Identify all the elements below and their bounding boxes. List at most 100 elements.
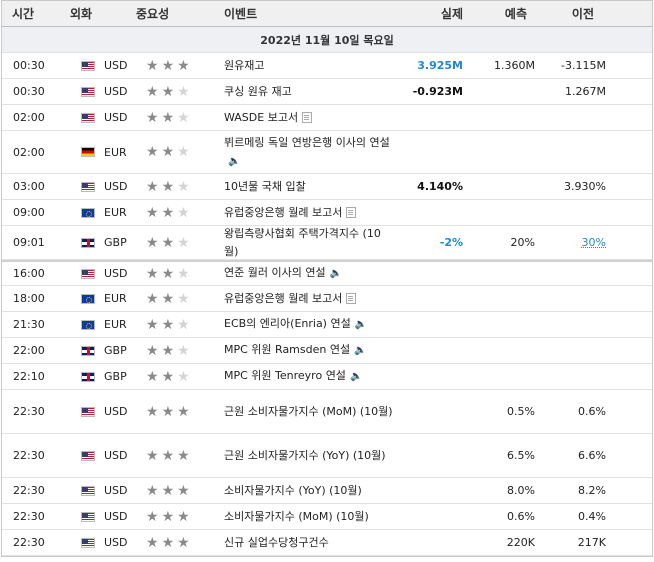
event-name[interactable]: 유럽중앙은행 월례 보고서	[224, 205, 343, 219]
document-icon[interactable]	[302, 112, 313, 123]
row-event[interactable]: 유럽중앙은행 월례 보고서	[224, 290, 394, 308]
event-name[interactable]: 유럽중앙은행 월례 보고서	[224, 291, 343, 305]
row-event[interactable]: MPC 위원 Tenreyro 연설 🔈	[224, 367, 394, 386]
row-event[interactable]: 소비자물가지수 (YoY) (10월)	[224, 482, 394, 500]
star-icon: ★	[161, 316, 175, 333]
event-name[interactable]: 연준 월러 이사의 연설	[224, 266, 326, 279]
star-icon: ★	[146, 109, 159, 126]
row-forecast: 8.0%	[507, 484, 535, 497]
star-icon: ★	[161, 234, 175, 251]
header-currency[interactable]: 외화	[70, 7, 93, 21]
row-time: 16:00	[13, 267, 45, 280]
table-row[interactable]: 22:30 USD ★ ★ ★ 신규 실업수당청구건수 220K 217K	[2, 530, 652, 556]
table-row[interactable]: 22:10 GBP ★ ★ ★ MPC 위원 Tenreyro 연설 🔈	[2, 364, 652, 390]
header-importance[interactable]: 중요성	[136, 7, 170, 21]
row-previous[interactable]: 30%	[581, 236, 606, 249]
event-name[interactable]: MPC 위원 Tenreyro 연설	[224, 369, 346, 382]
row-event[interactable]: 유럽중앙은행 월례 보고서	[224, 204, 394, 222]
eu-flag-icon	[81, 293, 95, 304]
table-row[interactable]: 09:00 EUR ★ ★ ★ 유럽중앙은행 월례 보고서	[2, 200, 652, 226]
row-event[interactable]: 소비자물가지수 (MoM) (10월)	[224, 508, 394, 526]
row-event[interactable]: 쿠싱 원유 재고	[224, 83, 394, 101]
row-event[interactable]: 근원 소비자물가지수 (MoM) (10월)	[224, 403, 394, 421]
us-flag-icon	[81, 537, 95, 548]
row-time: 22:30	[13, 405, 45, 418]
row-time: 22:00	[13, 344, 45, 357]
row-event[interactable]: 연준 월러 이사의 연설 🔈	[224, 264, 394, 283]
row-event[interactable]: 왕립측량사협회 주택가격지수 (10월)	[224, 225, 394, 261]
gb-flag-icon	[81, 345, 95, 356]
currency-code: USD	[104, 405, 128, 418]
row-currency: GBP	[70, 236, 136, 249]
event-name[interactable]: 근원 소비자물가지수 (MoM) (10월)	[224, 404, 393, 418]
table-row[interactable]: 22:30 USD ★ ★ ★ 근원 소비자물가지수 (YoY) (10월) 6.5% 6.6…	[2, 434, 652, 478]
table-row[interactable]: 16:00 USD ★ ★ ★ 연준 월러 이사의 연설 🔈	[2, 260, 652, 286]
event-name[interactable]: ECB의 엔리아(Enria) 연설	[224, 317, 351, 330]
event-name[interactable]: 근원 소비자물가지수 (YoY) (10월)	[224, 448, 386, 462]
table-row[interactable]: 22:30 USD ★ ★ ★ 근원 소비자물가지수 (MoM) (10월) 0.5% 0.6…	[2, 390, 652, 434]
table-row[interactable]: 00:30 USD ★ ★ ★ 원유재고 3.925M 1.360M -3.115M	[2, 53, 652, 79]
row-time: 22:30	[13, 449, 45, 462]
table-row[interactable]: 00:30 USD ★ ★ ★ 쿠싱 원유 재고 -0.923M 1.267M	[2, 79, 652, 105]
table-row[interactable]: 22:00 GBP ★ ★ ★ MPC 위원 Ramsden 연설 🔈	[2, 338, 652, 364]
row-currency: EUR	[70, 292, 136, 305]
header-previous[interactable]: 이전	[571, 7, 594, 21]
row-importance: ★ ★ ★	[136, 370, 224, 384]
table-row[interactable]: 22:30 USD ★ ★ ★ 소비자물가지수 (YoY) (10월) 8.0% 8.2%	[2, 478, 652, 504]
table-row[interactable]: 02:00 EUR ★ ★ ★ 뷔르메링 독일 연방은행 이사의 연설🔈	[2, 131, 652, 174]
event-name[interactable]: WASDE 보고서	[224, 110, 299, 124]
event-name[interactable]: 10년물 국채 입찰	[224, 179, 306, 193]
speaker-icon[interactable]: 🔈	[228, 155, 241, 167]
table-row[interactable]: 03:00 USD ★ ★ ★ 10년물 국채 입찰 4.140% 3.930%	[2, 174, 652, 200]
currency-code: EUR	[104, 318, 127, 331]
star-icon: ★	[161, 144, 175, 160]
row-event[interactable]: MPC 위원 Ramsden 연설 🔈	[224, 341, 394, 360]
event-rows: 00:30 USD ★ ★ ★ 원유재고 3.925M 1.360M -3.115M 00:30 U…	[2, 53, 652, 556]
document-icon[interactable]	[346, 293, 357, 304]
us-flag-icon	[81, 86, 95, 97]
row-event[interactable]: 신규 실업수당청구건수	[224, 534, 394, 552]
row-previous: 217K	[577, 536, 606, 549]
event-name[interactable]: 소비자물가지수 (MoM) (10월)	[224, 509, 369, 523]
currency-code: USD	[104, 59, 128, 72]
table-row[interactable]: 22:30 USD ★ ★ ★ 소비자물가지수 (MoM) (10월) 0.6% 0.4%	[2, 504, 652, 530]
row-event[interactable]: ECB의 엔리아(Enria) 연설 🔈	[224, 315, 394, 334]
event-name[interactable]: 신규 실업수당청구건수	[224, 535, 329, 549]
row-importance: ★ ★ ★	[136, 59, 224, 73]
table-row[interactable]: 21:30 EUR ★ ★ ★ ECB의 엔리아(Enria) 연설 🔈	[2, 312, 652, 338]
row-event[interactable]: 원유재고	[224, 57, 394, 75]
table-row[interactable]: 18:00 EUR ★ ★ ★ 유럽중앙은행 월례 보고서	[2, 286, 652, 312]
row-event[interactable]: 10년물 국채 입찰	[224, 178, 394, 196]
star-icon: ★	[177, 447, 190, 464]
event-name[interactable]: 왕립측량사협회 주택가격지수 (10월)	[224, 226, 381, 258]
currency-code: EUR	[104, 292, 127, 305]
currency-code: EUR	[104, 206, 127, 219]
speaker-icon[interactable]: 🔈	[349, 371, 363, 382]
row-time: 00:30	[13, 85, 45, 98]
row-event[interactable]: 뷔르메링 독일 연방은행 이사의 연설 🔈	[224, 134, 394, 171]
row-event[interactable]: 근원 소비자물가지수 (YoY) (10월)	[224, 447, 394, 465]
star-icon: ★	[161, 403, 175, 420]
row-time: 09:01	[13, 236, 45, 249]
table-row[interactable]: 09:01 GBP ★ ★ ★ 왕립측량사협회 주택가격지수 (10월) -2% 20% 30%	[2, 226, 652, 260]
row-time: 18:00	[13, 292, 45, 305]
speaker-icon[interactable]: 🔈	[354, 319, 368, 330]
header-time[interactable]: 시간	[12, 7, 35, 21]
event-name[interactable]: MPC 위원 Ramsden 연설	[224, 343, 351, 356]
currency-code: GBP	[104, 344, 127, 357]
table-row[interactable]: 02:00 USD ★ ★ ★ WASDE 보고서	[2, 105, 652, 131]
event-name[interactable]: 쿠싱 원유 재고	[224, 84, 292, 98]
speaker-icon[interactable]: 🔈	[329, 268, 343, 279]
row-event[interactable]: WASDE 보고서	[224, 109, 394, 127]
speaker-icon[interactable]: 🔈	[354, 345, 367, 356]
star-icon: ★	[161, 508, 175, 525]
row-actual: 3.925M	[417, 59, 463, 72]
header-actual[interactable]: 실제	[440, 7, 463, 21]
us-flag-icon	[81, 511, 95, 522]
event-name[interactable]: 뷔르메링 독일 연방은행 이사의 연설	[224, 135, 390, 149]
header-event[interactable]: 이벤트	[224, 6, 258, 21]
event-name[interactable]: 소비자물가지수 (YoY) (10월)	[224, 483, 362, 497]
header-forecast[interactable]: 예측	[504, 7, 527, 21]
event-name[interactable]: 원유재고	[224, 58, 265, 72]
document-icon[interactable]	[346, 207, 357, 218]
